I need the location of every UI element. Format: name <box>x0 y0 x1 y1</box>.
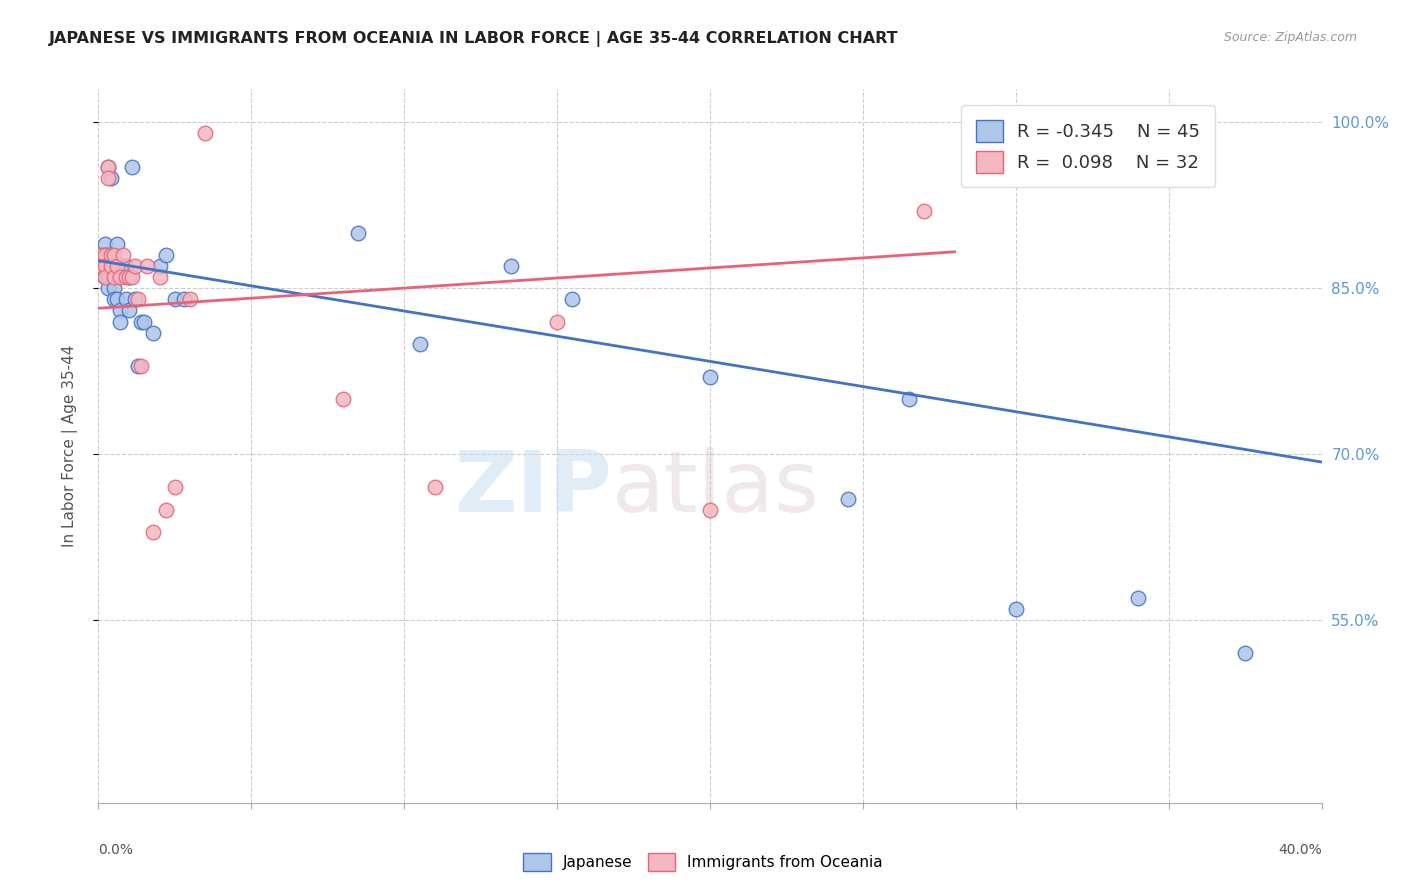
Point <box>105 237 128 252</box>
Legend: Japanese, Immigrants from Oceania: Japanese, Immigrants from Oceania <box>517 847 889 877</box>
Legend: R = -0.345    N = 45, R =  0.098    N = 32: R = -0.345 N = 45, R = 0.098 N = 32 <box>962 105 1215 187</box>
Point <box>103 281 125 295</box>
Point <box>332 392 354 406</box>
Point <box>1004 602 1026 616</box>
Point <box>93 248 115 262</box>
Point <box>127 359 149 373</box>
Point <box>423 481 446 495</box>
Point <box>97 160 120 174</box>
Point <box>90 248 112 262</box>
Point <box>115 270 138 285</box>
Point <box>121 270 143 285</box>
Point <box>93 259 115 273</box>
Point <box>163 293 186 307</box>
Point <box>897 392 920 406</box>
Point <box>93 259 115 273</box>
Text: 0.0%: 0.0% <box>98 843 134 857</box>
Point <box>179 293 201 307</box>
Point <box>111 259 134 273</box>
Point <box>347 226 370 240</box>
Point <box>103 270 125 285</box>
Point <box>699 369 721 384</box>
Point <box>100 248 122 262</box>
Point <box>90 248 112 262</box>
Point <box>1234 647 1257 661</box>
Point <box>118 270 141 285</box>
Point <box>100 170 122 185</box>
Point <box>124 259 146 273</box>
Point <box>93 248 115 262</box>
Point <box>501 259 523 273</box>
Point <box>142 326 165 340</box>
Point <box>837 491 859 506</box>
Point <box>561 293 583 307</box>
Point <box>155 248 177 262</box>
Y-axis label: In Labor Force | Age 35-44: In Labor Force | Age 35-44 <box>62 345 77 547</box>
Point <box>121 160 143 174</box>
Point <box>97 170 120 185</box>
Point <box>108 303 131 318</box>
Point <box>103 248 125 262</box>
Point <box>155 502 177 516</box>
Point <box>97 281 120 295</box>
Point <box>118 303 141 318</box>
Point <box>173 293 195 307</box>
Point <box>118 270 141 285</box>
Point <box>97 248 120 262</box>
Point <box>115 259 138 273</box>
Text: Source: ZipAtlas.com: Source: ZipAtlas.com <box>1223 31 1357 45</box>
Point <box>97 160 120 174</box>
Text: 40.0%: 40.0% <box>1278 843 1322 857</box>
Point <box>136 259 159 273</box>
Point <box>546 314 568 328</box>
Point <box>163 481 186 495</box>
Point <box>103 293 125 307</box>
Point <box>97 270 120 285</box>
Text: ZIP: ZIP <box>454 447 612 531</box>
Point <box>103 270 125 285</box>
Text: JAPANESE VS IMMIGRANTS FROM OCEANIA IN LABOR FORCE | AGE 35-44 CORRELATION CHART: JAPANESE VS IMMIGRANTS FROM OCEANIA IN L… <box>49 31 898 47</box>
Point <box>105 293 128 307</box>
Point <box>100 259 122 273</box>
Point <box>105 259 128 273</box>
Point <box>108 270 131 285</box>
Point <box>115 293 138 307</box>
Point <box>124 293 146 307</box>
Text: atlas: atlas <box>612 447 820 531</box>
Point <box>129 314 152 328</box>
Point <box>912 203 935 218</box>
Point <box>108 314 131 328</box>
Point <box>90 259 112 273</box>
Point <box>93 270 115 285</box>
Point <box>100 259 122 273</box>
Point <box>93 237 115 252</box>
Point <box>127 293 149 307</box>
Point <box>129 359 152 373</box>
Point <box>699 502 721 516</box>
Point <box>194 127 217 141</box>
Point <box>142 524 165 539</box>
Point <box>149 259 172 273</box>
Point <box>111 248 134 262</box>
Point <box>408 336 430 351</box>
Point <box>100 248 122 262</box>
Point <box>93 270 115 285</box>
Point <box>90 259 112 273</box>
Point <box>149 270 172 285</box>
Point <box>134 314 156 328</box>
Point <box>1128 591 1150 606</box>
